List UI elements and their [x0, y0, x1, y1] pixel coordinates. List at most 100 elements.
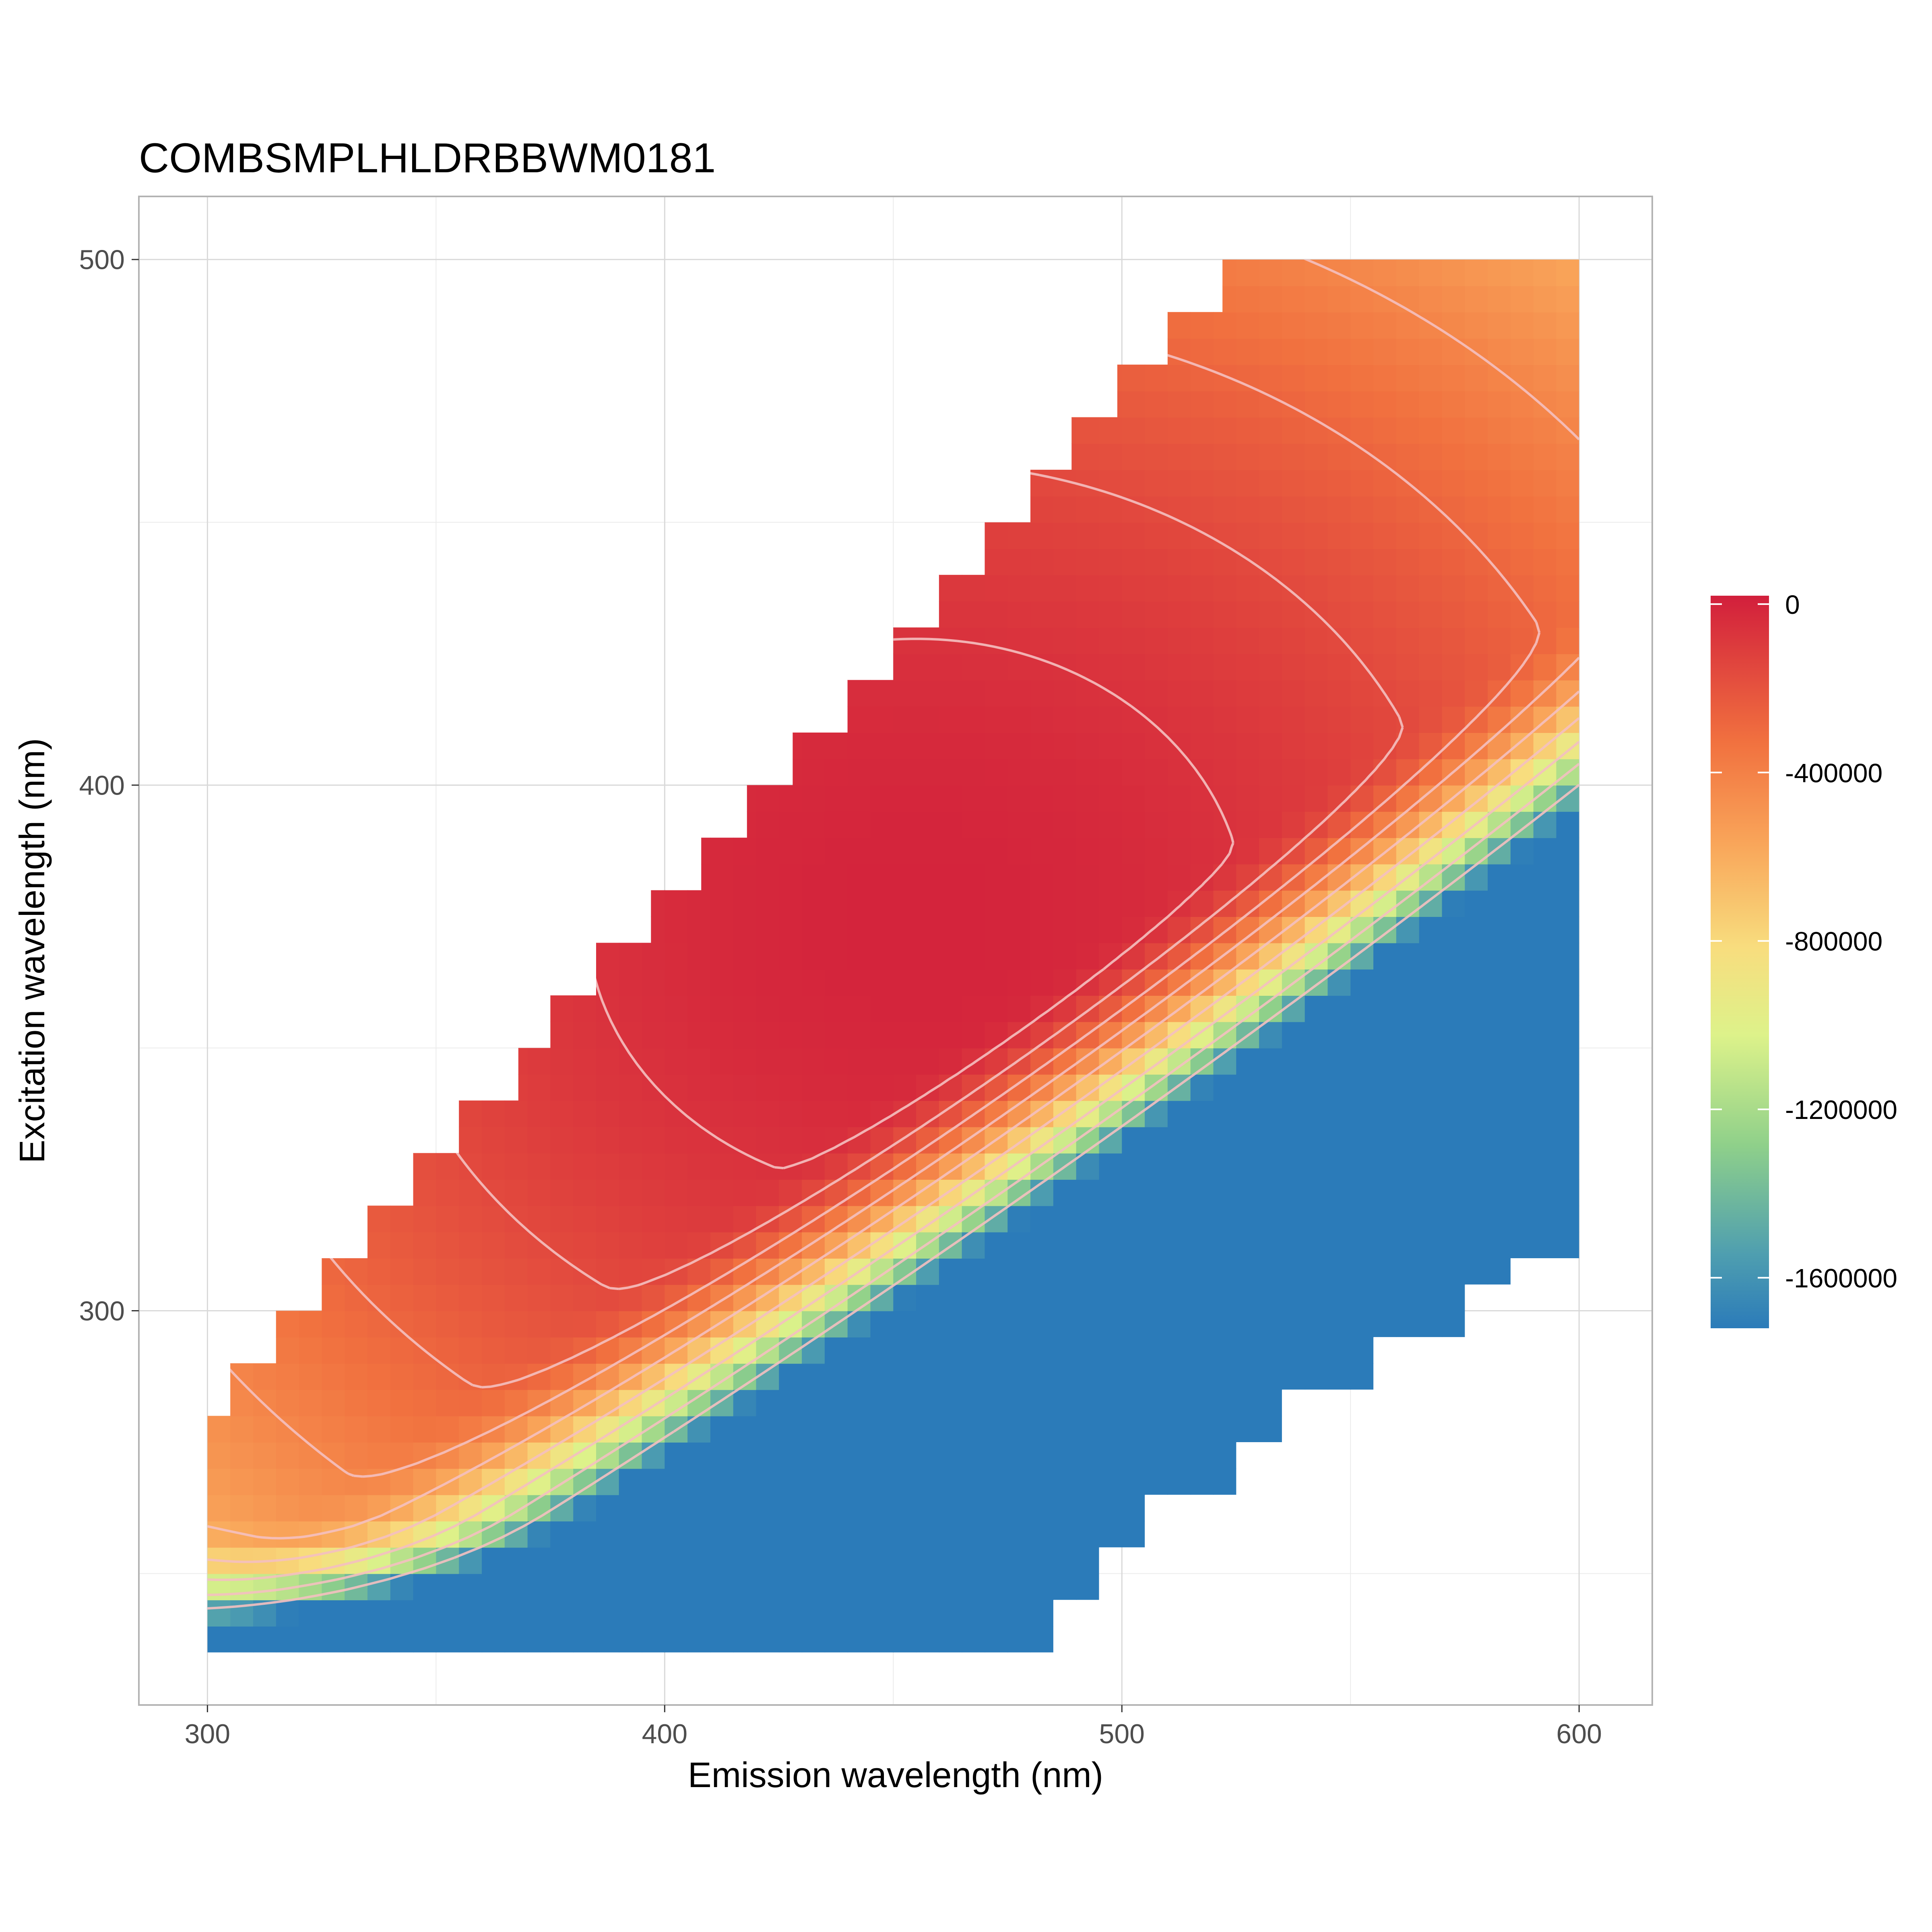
heat-cell: [459, 1573, 482, 1600]
heat-cell: [390, 1205, 414, 1232]
heat-cell: [1442, 1284, 1466, 1311]
heat-cell: [710, 1494, 734, 1521]
heat-cell: [1122, 706, 1146, 733]
heat-cell: [1145, 1337, 1168, 1364]
heat-cell: [1007, 1442, 1031, 1469]
heat-cell: [756, 1442, 780, 1469]
heat-cell: [1099, 1100, 1123, 1127]
heat-cell: [482, 1232, 505, 1259]
heat-cell: [596, 995, 619, 1022]
heat-cell: [916, 785, 939, 812]
heat-cell: [1556, 1074, 1579, 1101]
heat-cell: [1122, 1284, 1146, 1311]
heat-cell: [207, 1468, 231, 1495]
heat-cell: [1099, 969, 1123, 996]
heat-cell: [1167, 312, 1191, 339]
heat-cell: [345, 1494, 368, 1521]
heat-cell: [1190, 759, 1214, 786]
heat-cell: [1030, 1494, 1054, 1521]
heat-cell: [345, 1337, 368, 1364]
heat-cell: [1076, 1258, 1100, 1285]
heat-cell: [1099, 864, 1123, 891]
heat-cell: [1510, 259, 1534, 286]
heat-cell: [550, 1573, 574, 1600]
heat-cell: [687, 1442, 711, 1469]
heat-cell: [1099, 1284, 1123, 1311]
heat-cell: [459, 1626, 482, 1653]
heat-cell: [893, 1600, 917, 1627]
heat-cell: [1533, 286, 1557, 313]
heat-cell: [1190, 338, 1214, 365]
heat-cell: [916, 943, 939, 970]
heat-cell: [367, 1258, 391, 1285]
heat-cell: [665, 1153, 688, 1180]
heat-cell: [1488, 1258, 1511, 1285]
heat-cell: [665, 1573, 688, 1600]
heat-cell: [710, 838, 734, 865]
heat-cell: [642, 969, 665, 996]
heat-cell: [642, 1547, 665, 1574]
heat-cell: [1465, 312, 1488, 339]
heat-cell: [985, 890, 1008, 917]
heat-cell: [1282, 811, 1305, 838]
heat-cell: [1373, 549, 1397, 576]
heat-cell: [1167, 1153, 1191, 1180]
heat-cell: [1053, 522, 1077, 549]
heat-cell: [1259, 338, 1282, 365]
heat-cell: [1510, 312, 1534, 339]
heat-cell: [1236, 1337, 1260, 1364]
heat-cell: [1396, 417, 1420, 444]
heat-cell: [1099, 522, 1123, 549]
heat-cell: [1282, 1363, 1305, 1390]
heat-cell: [1419, 943, 1443, 970]
heat-cell: [436, 1153, 460, 1180]
heat-cell: [665, 1179, 688, 1206]
heat-cell: [916, 654, 939, 681]
heat-cell: [619, 1494, 642, 1521]
heat-cell: [1213, 1127, 1237, 1154]
heat-cell: [939, 601, 962, 628]
heat-cell: [1419, 969, 1443, 996]
heat-cell: [1327, 575, 1351, 602]
heat-cell: [230, 1468, 254, 1495]
heat-cell: [733, 1048, 757, 1075]
heat-cell: [1396, 312, 1420, 339]
heat-cell: [1145, 785, 1168, 812]
heat-cell: [1167, 1389, 1191, 1416]
heat-cell: [1190, 838, 1214, 865]
heat-cell: [207, 1442, 231, 1469]
heat-cell: [299, 1600, 322, 1627]
heat-cell: [1213, 496, 1237, 523]
heat-cell: [1190, 496, 1214, 523]
heat-cell: [1556, 838, 1579, 865]
heat-cell: [1099, 654, 1123, 681]
heat-cell: [870, 1547, 894, 1574]
heat-cell: [962, 1416, 985, 1443]
heat-cell: [779, 1363, 803, 1390]
heat-cell: [779, 838, 803, 865]
heat-cell: [550, 1022, 574, 1049]
heat-cell: [1282, 759, 1305, 786]
heat-cell: [1030, 890, 1054, 917]
heat-cell: [367, 1205, 391, 1232]
heat-cell: [1167, 654, 1191, 681]
heat-cell: [1373, 943, 1397, 970]
heat-cell: [573, 1600, 597, 1627]
heat-cell: [1350, 627, 1374, 654]
heat-cell: [1350, 338, 1374, 365]
heat-cell: [962, 1048, 985, 1075]
colorbar-legend: 0-400000-800000-1200000-1600000: [1711, 590, 1897, 1328]
heat-cell: [527, 1153, 551, 1180]
heat-cell: [1350, 1074, 1374, 1101]
heat-cell: [824, 864, 848, 891]
heat-cell: [1327, 1127, 1351, 1154]
heat-cell: [1488, 1100, 1511, 1127]
heat-cell: [1145, 364, 1168, 392]
heat-cell: [756, 1205, 780, 1232]
heat-cell: [459, 1311, 482, 1338]
heat-cell: [345, 1442, 368, 1469]
heat-cell: [824, 1074, 848, 1101]
heat-cell: [1259, 549, 1282, 576]
heat-cell: [1190, 391, 1214, 418]
heat-cell: [1007, 1416, 1031, 1443]
